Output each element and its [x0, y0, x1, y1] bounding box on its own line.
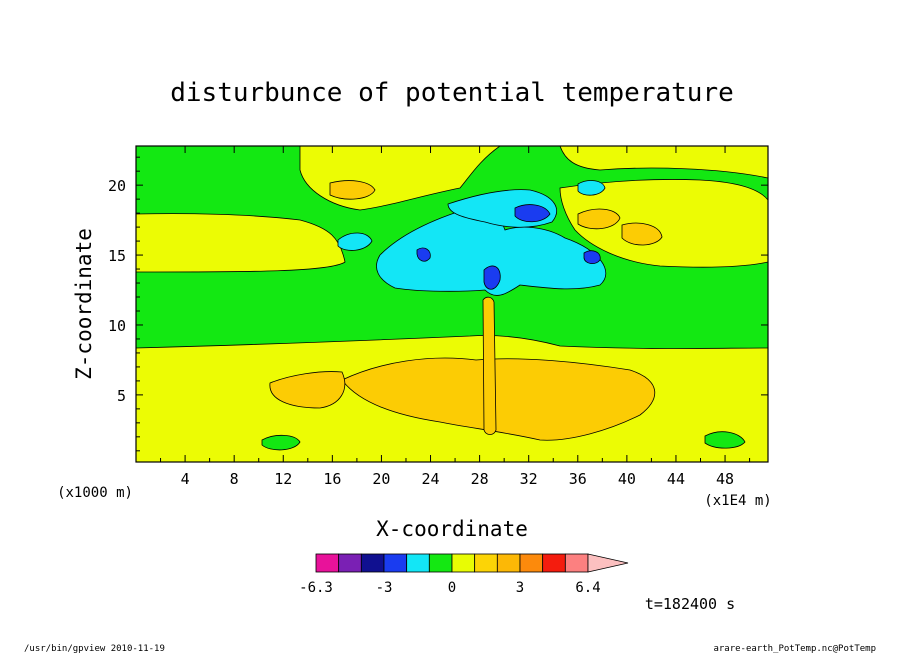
- y-tick-label: 5: [117, 387, 126, 405]
- colorbar-swatch: [519, 553, 544, 573]
- y-tick-label: 20: [108, 177, 126, 195]
- colorbar-swatch: [315, 553, 340, 573]
- colorbar-swatch: [474, 553, 498, 573]
- x-tick-label: 40: [618, 470, 636, 488]
- x-tick-label: 20: [372, 470, 390, 488]
- x-axis: 4 8 12 16 20 24 28 32 36 40 44 48: [160, 146, 751, 488]
- x-tick-label: 48: [716, 470, 734, 488]
- green-patch-low-right: [704, 431, 746, 449]
- chart-title: disturbunce of potential temperature: [170, 78, 734, 108]
- warm-core-right: [621, 222, 663, 246]
- colorbar-tick-label: 0: [448, 580, 456, 596]
- x-tick-label: 16: [323, 470, 341, 488]
- time-label: t=182400 s: [645, 595, 735, 613]
- colorbar-tick-label: 6.4: [575, 580, 600, 596]
- y-tick-label: 10: [108, 317, 126, 335]
- x-tick-label: 32: [520, 470, 538, 488]
- colorbar-swatch: [406, 553, 430, 573]
- x-tick-label: 44: [667, 470, 685, 488]
- warm-core-top-right: [577, 208, 621, 230]
- contour-field: [136, 146, 768, 462]
- colorbar-swatch: [451, 553, 476, 573]
- cool-patch-top: [577, 180, 606, 196]
- x-tick-label: 4: [181, 470, 190, 488]
- colorbar-swatch: [542, 553, 566, 573]
- colorbar-over-arrow: [587, 553, 629, 573]
- colorbar: -6.3 -3 0 3 6.4: [299, 553, 629, 596]
- x-tick-label: 28: [471, 470, 489, 488]
- cool-patch-left: [337, 232, 373, 251]
- x-unit-left: (x1000 m): [57, 485, 133, 501]
- warm-core-top-left: [329, 180, 376, 200]
- cold-core-1: [514, 204, 551, 223]
- x-unit-right: (x1E4 m): [704, 493, 771, 509]
- y-axis: 5 10 15 20: [108, 156, 768, 452]
- updraft-column: [482, 296, 497, 435]
- cold-core-3: [483, 265, 501, 290]
- footer-right: arare-earth_PotTemp.nc@PotTemp: [713, 644, 876, 654]
- plot-frame: [135, 145, 769, 463]
- y-axis-label: Z-coordinate: [72, 228, 96, 380]
- x-axis-label: X-coordinate: [376, 517, 528, 541]
- y-tick-label: 15: [108, 247, 126, 265]
- cold-core-2: [583, 250, 601, 264]
- warm-band-upper-right: [559, 179, 768, 268]
- cold-core-4: [416, 247, 431, 262]
- colorbar-swatch: [338, 553, 362, 573]
- colorbar-tick-label: 3: [516, 580, 524, 596]
- colorbar-tick-label: -3: [376, 580, 393, 596]
- colorbar-swatch: [564, 553, 589, 573]
- x-tick-label: 36: [569, 470, 587, 488]
- colorbar-swatch: [360, 553, 385, 573]
- warm-band-top-right: [559, 146, 768, 179]
- x-tick-label: 8: [230, 470, 239, 488]
- green-patch-low-left: [261, 434, 301, 451]
- colorbar-swatch: [428, 553, 453, 573]
- x-tick-label: 12: [274, 470, 292, 488]
- colorbar-tick-label: -6.3: [299, 580, 333, 596]
- warm-core-left: [269, 371, 346, 409]
- colorbar-swatch: [496, 553, 521, 573]
- footer-left: /usr/bin/gpview 2010-11-19: [24, 644, 165, 654]
- colorbar-swatch: [383, 553, 408, 573]
- x-tick-label: 24: [421, 470, 439, 488]
- warm-core-large: [341, 357, 656, 441]
